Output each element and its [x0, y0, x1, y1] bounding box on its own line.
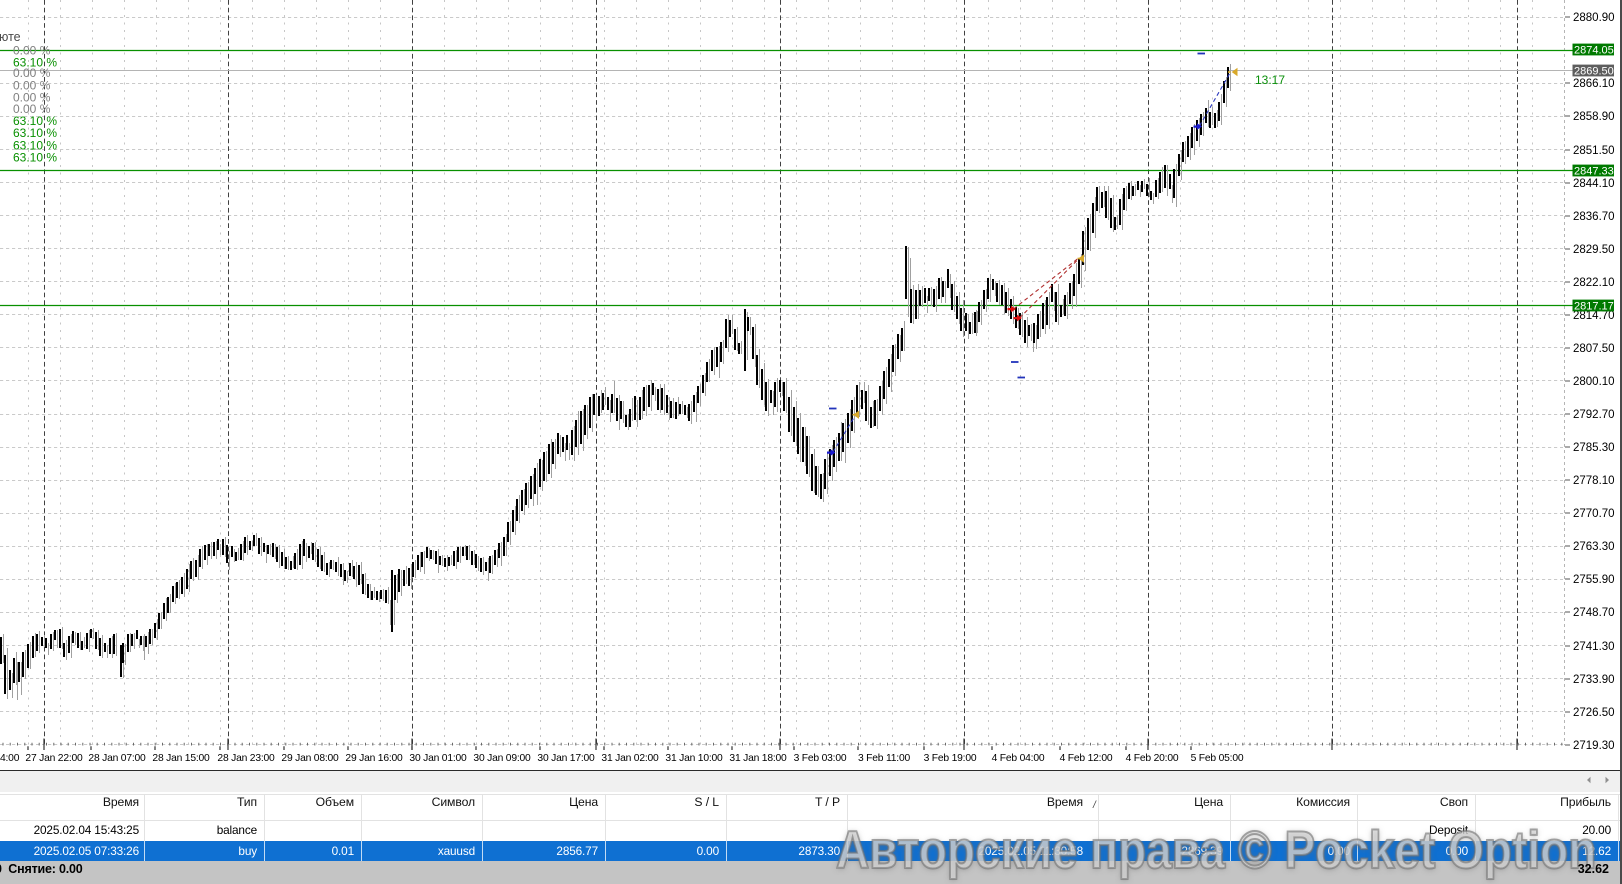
- svg-text:4 Feb 12:00: 4 Feb 12:00: [1060, 753, 1113, 764]
- svg-text:0.00 %: 0.00 %: [13, 91, 51, 105]
- svg-text:0.00 %: 0.00 %: [13, 102, 51, 116]
- svg-text:28 Jan 23:00: 28 Jan 23:00: [217, 753, 275, 764]
- svg-text:31 Jan 18:00: 31 Jan 18:00: [729, 753, 787, 764]
- svg-text:2847.33: 2847.33: [1574, 165, 1614, 177]
- svg-text:2778.10: 2778.10: [1573, 475, 1615, 487]
- svg-text:2844.10: 2844.10: [1573, 178, 1615, 190]
- svg-text:4 Feb 04:00: 4 Feb 04:00: [992, 753, 1045, 764]
- svg-text:3 Feb 19:00: 3 Feb 19:00: [924, 753, 977, 764]
- svg-text:4:00: 4:00: [0, 753, 20, 764]
- svg-text:31 Jan 10:00: 31 Jan 10:00: [665, 753, 723, 764]
- svg-text:31 Jan 02:00: 31 Jan 02:00: [601, 753, 659, 764]
- svg-text:3 Feb 11:00: 3 Feb 11:00: [858, 753, 910, 764]
- svg-text:2829.50: 2829.50: [1573, 244, 1615, 256]
- svg-text:2800.10: 2800.10: [1573, 376, 1615, 388]
- svg-text:13:17: 13:17: [1255, 73, 1285, 87]
- svg-text:28 Jan 07:00: 28 Jan 07:00: [88, 753, 146, 764]
- svg-text:2858.90: 2858.90: [1573, 111, 1615, 123]
- svg-text:2817.17: 2817.17: [1574, 300, 1614, 312]
- svg-text:63.10 %: 63.10 %: [13, 55, 57, 69]
- svg-text:29 Jan 08:00: 29 Jan 08:00: [281, 753, 339, 764]
- svg-text:5 Feb 05:00: 5 Feb 05:00: [1191, 753, 1244, 764]
- svg-text:2869.50: 2869.50: [1574, 65, 1614, 77]
- svg-text:2719.30: 2719.30: [1573, 740, 1615, 752]
- svg-text:2733.90: 2733.90: [1573, 674, 1615, 686]
- svg-text:0.00 %: 0.00 %: [13, 79, 51, 93]
- svg-text:30 Jan 01:00: 30 Jan 01:00: [409, 753, 467, 764]
- svg-text:2770.70: 2770.70: [1573, 508, 1615, 520]
- svg-text:63.10 %: 63.10 %: [13, 114, 57, 128]
- svg-text:2822.10: 2822.10: [1573, 277, 1615, 289]
- svg-text:2807.50: 2807.50: [1573, 343, 1615, 355]
- svg-text:2785.30: 2785.30: [1573, 442, 1615, 454]
- svg-text:2741.30: 2741.30: [1573, 641, 1615, 653]
- svg-text:0.00 %: 0.00 %: [13, 66, 51, 80]
- svg-text:2880.90: 2880.90: [1573, 12, 1615, 24]
- svg-text:2866.10: 2866.10: [1573, 78, 1615, 90]
- svg-text:4 Feb 20:00: 4 Feb 20:00: [1126, 753, 1179, 764]
- svg-text:28 Jan 15:00: 28 Jan 15:00: [152, 753, 210, 764]
- svg-text:юте: юте: [0, 30, 21, 44]
- svg-text:29 Jan 16:00: 29 Jan 16:00: [345, 753, 403, 764]
- svg-text:2814.70: 2814.70: [1573, 310, 1615, 322]
- svg-text:2748.70: 2748.70: [1573, 607, 1615, 619]
- svg-text:2836.70: 2836.70: [1573, 211, 1615, 223]
- svg-text:30 Jan 09:00: 30 Jan 09:00: [473, 753, 531, 764]
- svg-text:63.10 %: 63.10 %: [13, 139, 57, 153]
- svg-text:3 Feb 03:00: 3 Feb 03:00: [794, 753, 847, 764]
- svg-text:2874.05: 2874.05: [1574, 44, 1614, 56]
- svg-text:2755.90: 2755.90: [1573, 574, 1615, 586]
- svg-text:2763.30: 2763.30: [1573, 541, 1615, 553]
- svg-text:30 Jan 17:00: 30 Jan 17:00: [537, 753, 595, 764]
- svg-text:2726.50: 2726.50: [1573, 707, 1615, 719]
- svg-text:2792.70: 2792.70: [1573, 409, 1615, 421]
- svg-text:0.00 %: 0.00 %: [13, 44, 51, 58]
- svg-text:2851.50: 2851.50: [1573, 145, 1615, 157]
- svg-text:63.10 %: 63.10 %: [13, 126, 57, 140]
- svg-text:63.10 %: 63.10 %: [13, 150, 57, 164]
- svg-text:27 Jan 22:00: 27 Jan 22:00: [25, 753, 83, 764]
